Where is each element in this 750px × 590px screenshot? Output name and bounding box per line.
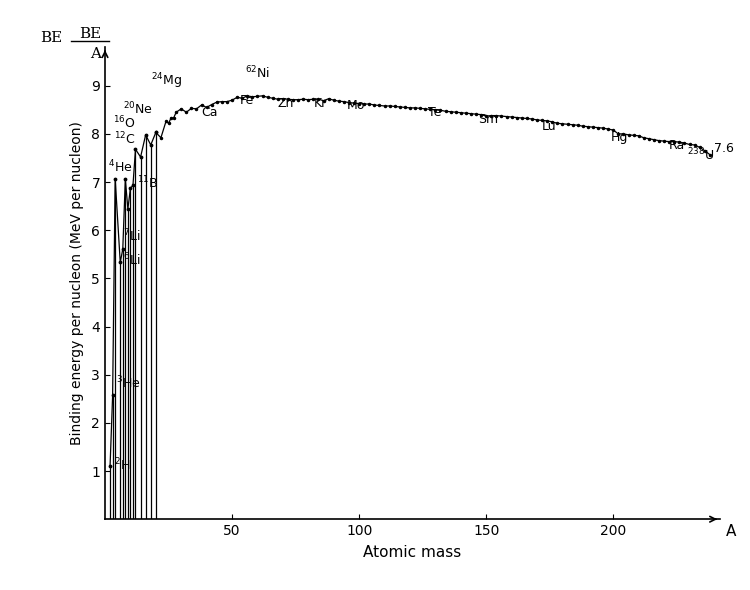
Text: Fe: Fe bbox=[240, 94, 254, 107]
Text: Mo: Mo bbox=[346, 99, 364, 112]
Text: $^{6}$Li: $^{6}$Li bbox=[123, 252, 140, 269]
Y-axis label: Binding energy per nucleon (MeV per nucleon): Binding energy per nucleon (MeV per nucl… bbox=[70, 122, 84, 445]
Text: $^{3}$He: $^{3}$He bbox=[116, 375, 141, 392]
Text: Ra: Ra bbox=[669, 139, 686, 152]
Text: $^{12}$C: $^{12}$C bbox=[114, 131, 136, 148]
Text: Ca: Ca bbox=[202, 106, 218, 119]
Text: A: A bbox=[90, 47, 101, 61]
Text: Kr: Kr bbox=[314, 97, 327, 110]
Text: $^{2}$H: $^{2}$H bbox=[114, 457, 130, 473]
Text: Sm: Sm bbox=[478, 113, 499, 126]
Text: BE: BE bbox=[40, 31, 63, 45]
Text: Te: Te bbox=[427, 106, 441, 119]
Text: 7.6: 7.6 bbox=[714, 142, 734, 155]
Text: $^{11}$B: $^{11}$B bbox=[136, 175, 158, 192]
Text: Lu: Lu bbox=[542, 120, 556, 133]
Text: $^{20}$Ne: $^{20}$Ne bbox=[123, 100, 153, 117]
Text: $^{238}$U: $^{238}$U bbox=[687, 147, 714, 164]
Text: Zn: Zn bbox=[278, 97, 294, 110]
Text: Hg: Hg bbox=[610, 130, 628, 143]
Text: BE: BE bbox=[79, 27, 101, 41]
Text: $^{7}$Li: $^{7}$Li bbox=[123, 228, 140, 245]
Text: $^{24}$Mg: $^{24}$Mg bbox=[151, 71, 182, 90]
Text: A: A bbox=[726, 523, 736, 539]
Text: $^{16}$O: $^{16}$O bbox=[112, 114, 135, 131]
X-axis label: Atomic mass: Atomic mass bbox=[363, 545, 461, 560]
Text: $^{62}$Ni: $^{62}$Ni bbox=[244, 64, 270, 81]
Text: $^{4}$He: $^{4}$He bbox=[107, 158, 132, 175]
